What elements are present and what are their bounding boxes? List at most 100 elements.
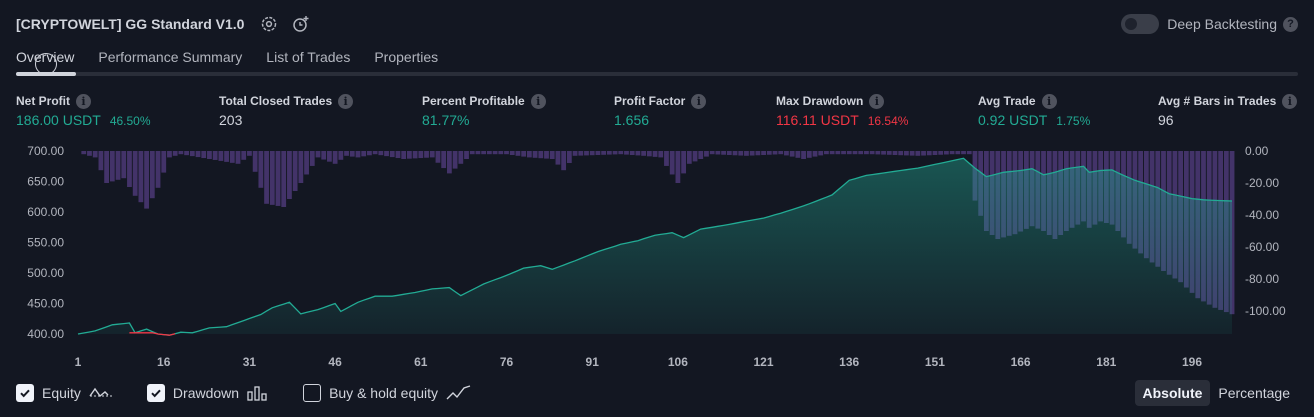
drawdown-bar	[664, 151, 669, 166]
y-left-tick-label: 400.00	[27, 327, 64, 341]
tab-performance-summary[interactable]: Performance Summary	[98, 49, 243, 65]
drawdown-bar	[909, 151, 915, 156]
drawdown-bar	[824, 151, 829, 155]
buy-hold-line-icon	[446, 385, 472, 401]
percentage-button[interactable]: Percentage	[1218, 385, 1290, 401]
legend-drawdown[interactable]: Drawdown	[146, 384, 269, 402]
drawdown-bar	[389, 151, 395, 158]
drawdown-bar	[846, 151, 852, 155]
drawdown-bar	[629, 151, 635, 155]
drawdown-bar	[881, 151, 886, 155]
legend-equity[interactable]: Equity	[16, 384, 113, 402]
drawdown-bar	[652, 151, 658, 157]
drawdown-bar	[886, 151, 892, 155]
help-icon[interactable]: ?	[1283, 16, 1298, 32]
drawdown-bar	[646, 151, 652, 157]
drawdown-bar	[566, 151, 572, 163]
x-tick-label: 121	[753, 355, 773, 369]
drawdown-bar	[532, 151, 538, 158]
drawdown-bar	[201, 151, 207, 159]
drawdown-bar	[698, 151, 704, 159]
equity-line-icon	[89, 385, 113, 401]
tab-track	[16, 72, 1298, 76]
x-tick-label: 1	[75, 355, 82, 369]
y-right-tick-label: -60.00	[1245, 240, 1279, 254]
equity-drawdown-chart[interactable]: 700.00 650.00 600.00 550.00 500.00 450.00 400.…	[0, 138, 1314, 378]
deep-backtesting-toggle[interactable]	[1121, 14, 1160, 34]
y-right-tick-label: -40.00	[1245, 208, 1279, 222]
info-icon[interactable]: i	[338, 93, 354, 109]
drawdown-bar	[367, 151, 372, 156]
drawdown-bar	[144, 151, 149, 209]
buy-hold-checkbox[interactable]	[303, 384, 322, 402]
drawdown-bar	[806, 151, 812, 158]
metric-label: Max Drawdown	[776, 94, 864, 108]
drawdown-bar	[732, 151, 738, 156]
legend-label: Drawdown	[172, 385, 240, 401]
drawdown-bar	[755, 151, 761, 156]
info-icon[interactable]: i	[1041, 93, 1057, 109]
legend-label: Equity	[42, 385, 81, 401]
drawdown-bar	[458, 151, 464, 164]
drawdown-bar	[812, 151, 818, 157]
drawdown-bar	[555, 151, 561, 165]
drawdown-bar	[961, 151, 966, 155]
x-tick-label: 46	[328, 355, 342, 369]
drawdown-bar	[446, 151, 452, 174]
tab-list-of-trades[interactable]: List of Trades	[266, 49, 351, 65]
drawdown-bar	[464, 151, 469, 159]
metric-label: Avg Trade	[978, 94, 1036, 108]
drawdown-bar	[412, 151, 418, 159]
drawdown-bar	[172, 151, 178, 156]
drawdown-bar	[224, 151, 229, 162]
drawdown-bar	[321, 151, 327, 160]
drawdown-bar	[132, 151, 138, 196]
drawdown-bar	[207, 151, 212, 159]
drawdown-bar	[161, 151, 167, 173]
drawdown-bar	[395, 151, 401, 159]
metric-label: Total Closed Trades	[219, 94, 333, 108]
drawdown-bar	[669, 151, 675, 175]
drawdown-bar	[841, 151, 846, 155]
drawdown-bar	[275, 151, 281, 206]
drawdown-bar	[544, 151, 549, 159]
metric-avg-trade: Avg Trade i 0.92 USDT 1.75%	[978, 93, 1090, 128]
drawdown-bar	[229, 151, 235, 163]
drawdown-bar	[327, 151, 332, 162]
metric-max-drawdown: Max Drawdown i 116.11 USDT 16.54%	[776, 93, 908, 128]
drawdown-bar	[658, 151, 664, 158]
drawdown-bar	[81, 151, 87, 155]
add-alert-icon[interactable]	[290, 13, 312, 35]
drawdown-bar	[949, 151, 955, 155]
drawdown-bar	[189, 151, 195, 157]
info-icon[interactable]: i	[530, 93, 546, 109]
drawdown-bar	[515, 151, 521, 156]
metric-percent: 16.54%	[867, 114, 909, 128]
drawdown-bar	[789, 151, 795, 157]
tab-properties[interactable]: Properties	[374, 49, 439, 65]
drawdown-checkbox[interactable]	[146, 384, 165, 402]
drawdown-bar	[572, 151, 578, 156]
drawdown-bar	[749, 151, 755, 156]
equity-negative-segment	[129, 332, 176, 336]
drawdown-bar	[435, 151, 441, 163]
info-icon[interactable]: i	[76, 93, 91, 109]
chart-legend: Equity Drawdown Buy & hold equity	[16, 382, 506, 404]
drawdown-bar	[784, 151, 789, 156]
info-icon[interactable]: i	[1282, 93, 1298, 109]
drawdown-bar	[424, 151, 429, 158]
drawdown-bar	[584, 151, 589, 156]
drawdown-bar	[344, 151, 349, 156]
drawdown-bar	[681, 151, 686, 174]
metric-value: 96	[1158, 112, 1174, 128]
drawdown-bar	[212, 151, 218, 160]
legend-buy-hold[interactable]: Buy & hold equity	[303, 384, 472, 402]
gear-icon[interactable]	[258, 13, 280, 35]
absolute-button[interactable]: Absolute	[1134, 380, 1211, 406]
deep-backtesting-control: Deep Backtesting ?	[1121, 13, 1298, 35]
info-icon[interactable]: i	[691, 93, 707, 109]
y-right-tick-label: 0.00	[1245, 144, 1269, 158]
info-icon[interactable]: i	[869, 93, 885, 109]
x-tick-label: 181	[1096, 355, 1116, 369]
equity-checkbox[interactable]	[16, 384, 34, 402]
